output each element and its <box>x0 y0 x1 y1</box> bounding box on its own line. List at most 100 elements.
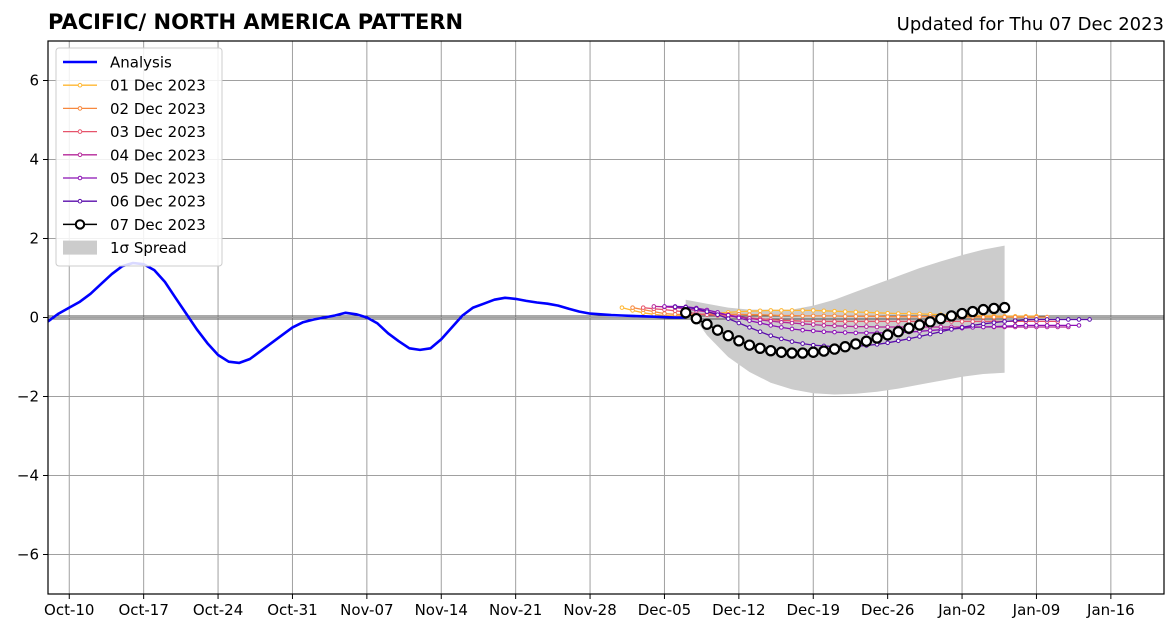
forecast-point <box>874 324 880 330</box>
latest-forecast-point <box>807 346 819 358</box>
forecast-point <box>821 308 827 314</box>
latest-forecast-point <box>977 303 990 316</box>
forecast-point <box>640 305 646 310</box>
latest-forecast-point <box>945 310 958 322</box>
forecast-point <box>789 308 795 313</box>
forecast-point <box>757 308 763 314</box>
forecast-point <box>864 314 869 319</box>
forecast-point <box>853 314 859 319</box>
legend-handle-marker <box>77 106 83 111</box>
forecast-point <box>853 330 859 336</box>
forecast-point <box>906 336 912 342</box>
forecast-point <box>832 323 837 329</box>
forecast-point <box>864 319 869 324</box>
latest-forecast-point <box>701 318 713 330</box>
forecast-point <box>1044 323 1050 328</box>
forecast-point <box>821 319 827 324</box>
analysis-line <box>47 261 686 365</box>
forecast-point <box>874 314 880 319</box>
latest-forecast-point <box>892 326 904 338</box>
x-tick-label: Oct-17 <box>118 601 168 619</box>
forecast-point <box>768 308 774 313</box>
legend-handle-marker <box>74 219 86 230</box>
forecast-point <box>779 308 784 313</box>
legend-handle-marker <box>77 175 83 181</box>
forecast-line <box>675 306 1090 348</box>
forecast-point <box>832 319 837 324</box>
forecast-point <box>842 314 848 319</box>
forecast-point <box>779 319 784 325</box>
forecast-point <box>630 305 635 310</box>
x-tick-label: Dec-19 <box>786 601 840 619</box>
forecast-point <box>864 310 869 315</box>
forecast-point <box>810 322 816 327</box>
forecast-point <box>662 304 667 309</box>
forecast-point <box>895 319 901 324</box>
forecast-point <box>757 329 763 335</box>
latest-forecast-point <box>903 322 915 334</box>
latest-forecast-point <box>765 344 777 357</box>
forecast-point <box>800 308 805 313</box>
legend-handle-marker <box>77 129 83 134</box>
forecast-point <box>768 318 774 324</box>
latest-forecast-point <box>796 347 809 359</box>
forecast-point <box>832 313 837 319</box>
legend-label: 1σ Spread <box>110 239 187 257</box>
forecast-point <box>747 325 752 330</box>
legend-box <box>55 47 223 267</box>
legend-label: Analysis <box>110 54 172 72</box>
y-tick-label: −2 <box>17 388 39 406</box>
legend-handle-marker <box>77 198 83 204</box>
latest-forecast-point <box>871 332 883 344</box>
forecast-point <box>789 339 795 344</box>
forecast-point <box>832 308 837 314</box>
forecast-point <box>991 314 997 320</box>
forecast-point <box>736 315 742 321</box>
forecast-point <box>779 325 784 330</box>
forecast-point <box>789 313 795 318</box>
forecast-point <box>853 319 859 324</box>
latest-forecast-point <box>966 305 979 318</box>
latest-forecast-point <box>754 342 766 355</box>
forecast-point <box>959 319 965 324</box>
forecast-point <box>970 319 975 324</box>
latest-forecast-point <box>881 329 894 341</box>
forecast-point <box>757 320 763 326</box>
forecast-point <box>1002 319 1007 324</box>
forecast-point <box>619 305 625 310</box>
latest-forecast-point <box>786 347 798 359</box>
forecast-point <box>810 313 816 319</box>
forecast-point <box>864 324 869 329</box>
forecast-point <box>789 320 795 326</box>
forecast-point <box>821 323 827 328</box>
forecast-point <box>917 314 922 320</box>
y-tick-label: −6 <box>17 546 39 564</box>
forecast-point <box>991 320 997 325</box>
forecast-point <box>1023 323 1029 328</box>
forecast-point <box>1076 323 1082 328</box>
forecast-point <box>789 326 795 332</box>
forecast-point <box>938 329 944 335</box>
forecast-point <box>959 325 965 330</box>
x-tick-label: Jan-09 <box>1012 601 1061 619</box>
latest-forecast-point <box>998 301 1011 314</box>
forecast-line <box>643 306 1058 323</box>
forecast-point <box>779 313 784 318</box>
x-tick-label: Nov-07 <box>340 601 393 619</box>
forecast-point <box>981 321 986 327</box>
forecast-point <box>725 316 731 321</box>
forecast-point <box>800 313 805 319</box>
forecast-point <box>864 330 869 336</box>
forecast-point <box>736 320 742 326</box>
forecast-point <box>895 338 901 344</box>
forecast-point <box>747 318 752 323</box>
legend: Analysis 01 Dec 2023 02 Dec 2023 03 Dec 202… <box>55 47 223 267</box>
forecast-point <box>885 314 890 320</box>
x-tick-label: Oct-31 <box>267 601 317 619</box>
forecast-point <box>768 312 774 318</box>
legend-label: 07 Dec 2023 <box>110 216 206 234</box>
legend-label: 03 Dec 2023 <box>110 123 206 141</box>
latest-forecast-point <box>722 329 734 342</box>
forecast-point <box>1066 323 1071 328</box>
